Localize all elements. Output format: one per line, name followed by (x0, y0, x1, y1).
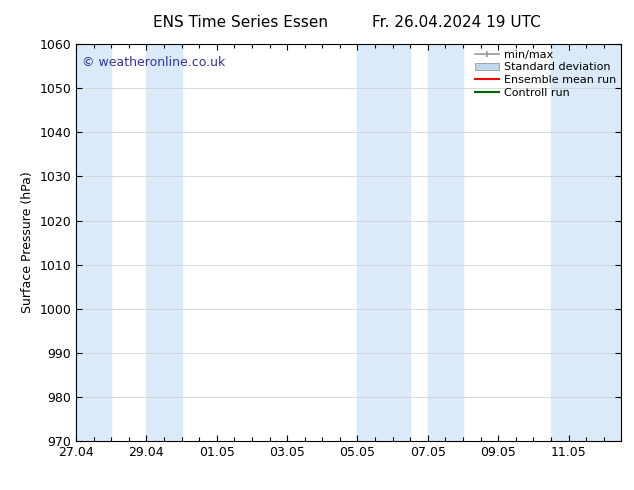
Bar (358, 44, 410, 441)
Legend: min/max, Standard deviation, Ensemble mean run, Controll run: min/max, Standard deviation, Ensemble me… (472, 48, 618, 100)
Bar (146, 44, 181, 441)
Text: © weatheronline.co.uk: © weatheronline.co.uk (82, 56, 225, 69)
Bar (76, 44, 111, 441)
Y-axis label: Surface Pressure (hPa): Surface Pressure (hPa) (21, 172, 34, 314)
Bar (428, 44, 463, 441)
Bar (551, 44, 621, 441)
Text: ENS Time Series Essen: ENS Time Series Essen (153, 15, 328, 30)
Text: Fr. 26.04.2024 19 UTC: Fr. 26.04.2024 19 UTC (372, 15, 541, 30)
